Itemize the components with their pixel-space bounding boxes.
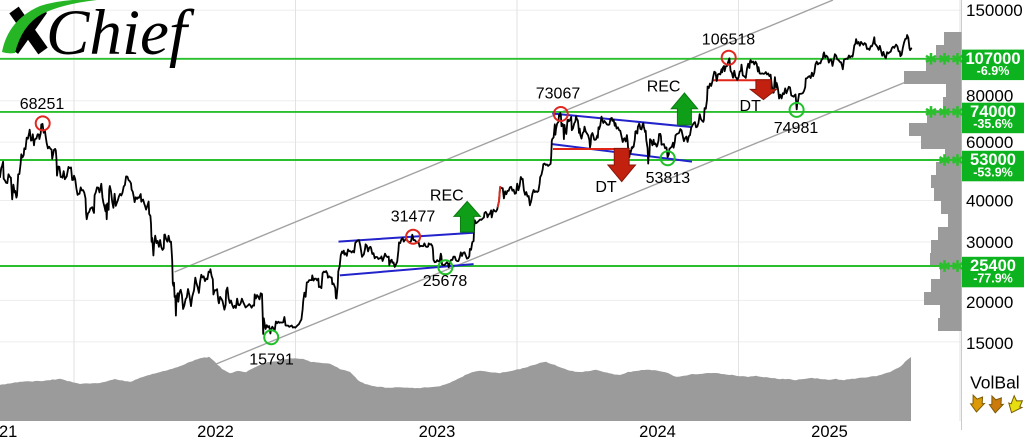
svg-text:Chief: Chief [46,0,195,69]
svg-text:20000: 20000 [966,293,1013,312]
svg-text:30000: 30000 [966,233,1013,252]
svg-text:150000: 150000 [966,1,1023,20]
svg-text:40000: 40000 [966,191,1013,210]
svg-text:15000: 15000 [966,334,1013,353]
svg-text:DT: DT [740,98,762,115]
svg-text:73067: 73067 [536,86,581,103]
svg-text:53000: 53000 [970,151,1016,169]
svg-text:53813: 53813 [646,170,691,187]
svg-text:2022: 2022 [197,423,234,441]
svg-text:2025: 2025 [811,423,848,441]
svg-text:REC: REC [647,79,681,96]
svg-text:107000: 107000 [965,50,1020,68]
svg-text:25678: 25678 [423,273,468,290]
svg-text:68251: 68251 [20,96,65,113]
svg-text:106518: 106518 [702,32,755,49]
svg-text:DT: DT [595,179,617,196]
svg-text:74981: 74981 [774,120,819,137]
svg-text:-53.9%: -53.9% [973,165,1013,179]
svg-text:25400: 25400 [970,257,1016,275]
svg-text:74000: 74000 [970,103,1016,121]
svg-text:15791: 15791 [249,352,294,369]
svg-text:2023: 2023 [419,423,456,441]
svg-text:2024: 2024 [639,423,676,441]
svg-text:-35.6%: -35.6% [973,117,1013,131]
svg-text:60000: 60000 [966,133,1013,152]
svg-text:-77.9%: -77.9% [973,271,1013,285]
svg-text:-6.9%: -6.9% [977,64,1010,78]
svg-text:REC: REC [430,188,464,205]
svg-text:2021: 2021 [0,423,17,441]
svg-text:31477: 31477 [391,209,436,226]
svg-text:80000: 80000 [966,86,1013,105]
svg-text:VolBal: VolBal [970,373,1020,393]
